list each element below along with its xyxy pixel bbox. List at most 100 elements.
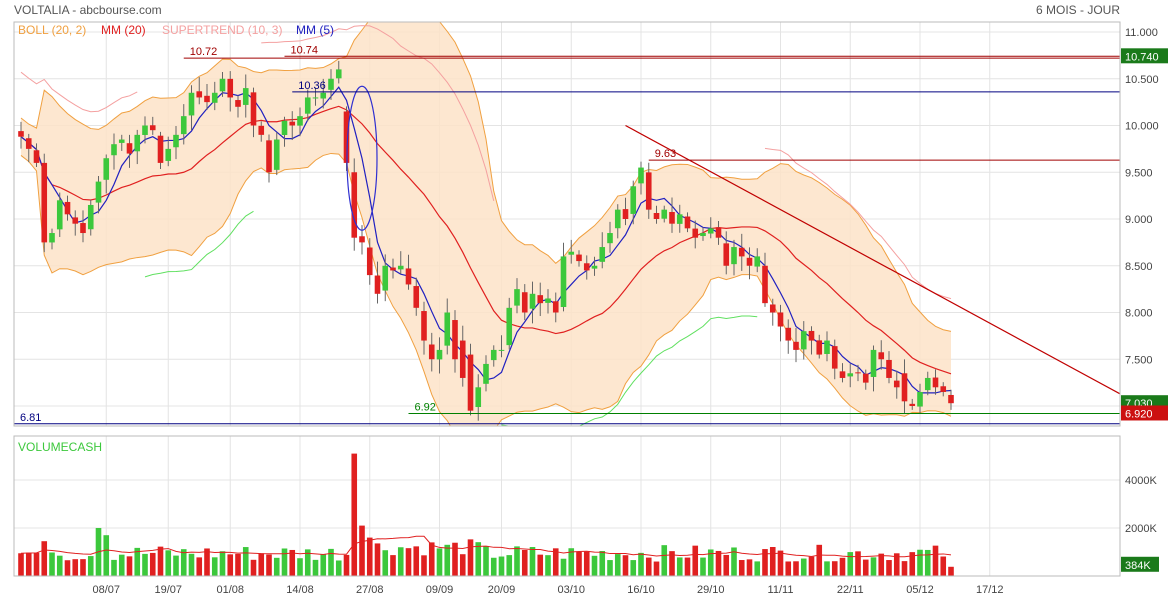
volume-bar xyxy=(731,547,737,576)
candle-body xyxy=(847,373,854,377)
volume-bar xyxy=(180,549,187,576)
candle-body xyxy=(157,135,164,163)
candle-body xyxy=(312,97,319,99)
candle-body xyxy=(893,380,900,388)
candle-body xyxy=(444,312,451,346)
candle-body xyxy=(227,78,234,98)
volume-bar xyxy=(142,553,148,576)
candle-body xyxy=(560,256,567,307)
candle xyxy=(924,371,931,396)
volume-bar xyxy=(901,561,908,576)
candle xyxy=(56,192,63,237)
candle xyxy=(545,289,551,314)
candle xyxy=(692,220,699,249)
candle xyxy=(661,205,668,223)
candle-body xyxy=(374,275,381,294)
candle-body xyxy=(382,265,389,291)
volume-bar xyxy=(444,544,451,576)
candle-body xyxy=(335,69,342,79)
candle-body xyxy=(219,78,226,92)
mm20-line xyxy=(20,105,952,375)
volume-bar xyxy=(940,556,947,576)
candle xyxy=(467,343,474,416)
volume-bar xyxy=(397,547,404,576)
candle-body xyxy=(390,267,396,271)
candle xyxy=(762,252,768,307)
candle xyxy=(390,258,396,279)
candle xyxy=(142,116,148,144)
candle xyxy=(49,228,55,250)
candles xyxy=(18,60,954,421)
volume-bar xyxy=(118,554,125,576)
volume-bar xyxy=(878,553,885,576)
volume-bar xyxy=(483,545,489,576)
candle xyxy=(521,284,528,321)
volume-bar xyxy=(948,566,954,576)
volume-bar xyxy=(723,554,730,576)
candle xyxy=(351,158,358,251)
volume-bar xyxy=(777,550,784,576)
volume-bar xyxy=(289,549,296,576)
candle-body xyxy=(436,349,443,360)
volume-bar xyxy=(847,552,854,576)
candle-body xyxy=(630,186,637,214)
date-tick-label: 19/07 xyxy=(154,584,182,596)
candle xyxy=(33,143,40,167)
supertrend-segment xyxy=(20,71,138,113)
candle-body xyxy=(459,340,466,378)
candle-body xyxy=(343,111,350,163)
volume-bar xyxy=(428,542,435,576)
volume-bar xyxy=(800,558,807,576)
chart-title: VOLTALIA - abcbourse.com xyxy=(14,3,162,17)
candle xyxy=(862,369,869,390)
candle xyxy=(560,242,567,312)
volume-bar xyxy=(64,560,71,576)
candle-body xyxy=(738,247,745,257)
candle-body xyxy=(638,167,644,184)
volume-bar xyxy=(459,554,466,576)
volume-bar xyxy=(886,560,892,576)
candle-body xyxy=(591,265,598,269)
candle xyxy=(614,204,621,239)
candle xyxy=(413,277,420,316)
date-tick-label: 16/10 xyxy=(627,584,655,596)
candle-body xyxy=(421,311,427,341)
candle xyxy=(103,154,110,194)
price-tick-label: 9.000 xyxy=(1125,214,1153,226)
candle-body xyxy=(25,138,32,149)
volume-bar xyxy=(793,561,799,576)
volume-bar xyxy=(560,558,567,576)
candle xyxy=(824,331,830,362)
candle-body xyxy=(498,349,505,351)
candle xyxy=(591,256,598,276)
candle xyxy=(940,382,947,397)
candle-body xyxy=(552,301,559,313)
candle-body xyxy=(405,268,412,285)
candle xyxy=(653,205,660,224)
candle xyxy=(41,153,48,253)
candle xyxy=(289,111,296,141)
candle-body xyxy=(514,289,520,306)
candle-body xyxy=(452,320,458,360)
candle-body xyxy=(870,349,877,377)
candle-body xyxy=(808,330,815,341)
candle-body xyxy=(320,92,327,99)
candle-body xyxy=(111,144,117,156)
candle-body xyxy=(816,340,823,355)
level-label: 10.74 xyxy=(291,44,319,56)
candle-body xyxy=(785,327,792,341)
candle-body xyxy=(506,307,513,346)
candle-body xyxy=(87,204,94,230)
volume-bar xyxy=(862,559,869,576)
candle-body xyxy=(242,88,249,105)
candle-body xyxy=(614,209,621,229)
level-lines xyxy=(14,55,1120,425)
volume-bar xyxy=(855,551,861,576)
volume-bar xyxy=(297,558,303,576)
volume-bar xyxy=(738,560,745,576)
volume-bar xyxy=(870,557,877,576)
candle-body xyxy=(521,292,528,313)
legend-mm20: MM (20) xyxy=(101,23,146,37)
volume-bar xyxy=(909,552,916,576)
price-badge-label: 6.920 xyxy=(1125,408,1153,420)
